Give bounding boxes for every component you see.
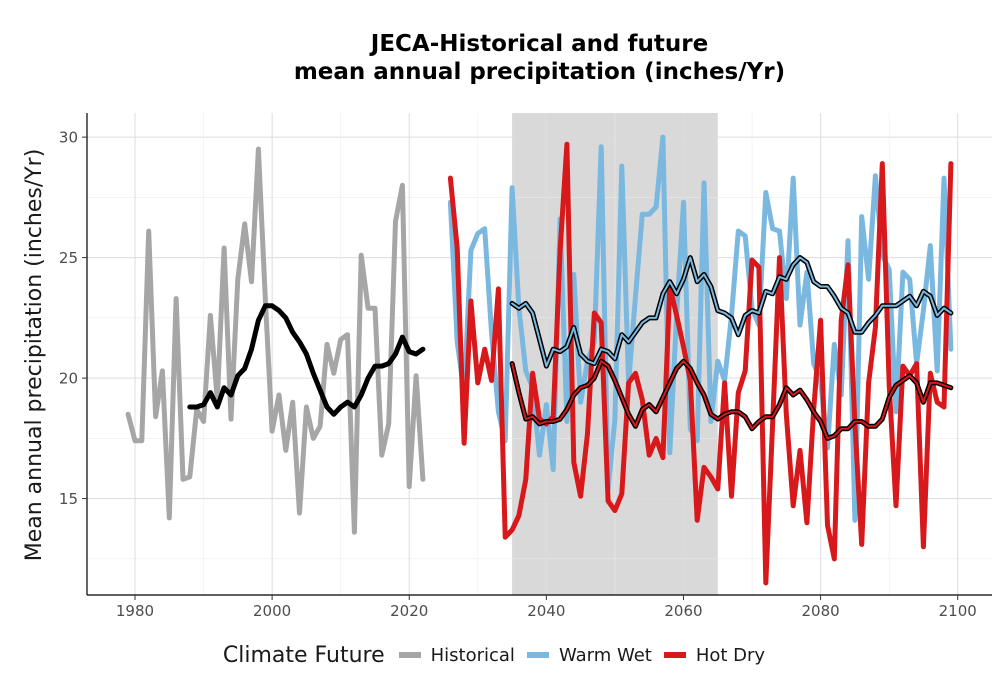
x-tick-label: 2000 (253, 602, 291, 620)
chart-title-line-1: JECA-Historical and future (370, 31, 709, 57)
legend-label-hot-dry: Hot Dry (695, 644, 766, 666)
series-warm-wet-smoothed (509, 255, 954, 369)
y-tick-label: 15 (59, 490, 78, 508)
legend-key-hot-dry (663, 652, 686, 658)
y-tick-label: 30 (59, 129, 78, 147)
series-line-warm-wet (447, 134, 954, 523)
series-historical-smoothed (187, 303, 426, 417)
legend-label-warm-wet: Warm Wet (558, 644, 652, 666)
legend: Climate Future Historical Warm Wet Hot D… (0, 640, 1000, 670)
smoothed-core (511, 256, 952, 368)
y-tick-label: 20 (59, 370, 78, 388)
legend-label-historical: Historical (430, 644, 515, 666)
x-tick-label: 2100 (939, 602, 977, 620)
y-axis-label: Mean annual precipitation (inches/Yr) (22, 149, 47, 562)
chart-title-line-2: mean annual precipitation (inches/Yr) (293, 59, 786, 85)
series-hot-dry-smoothed (509, 358, 954, 441)
legend-key-warm-wet (526, 652, 549, 658)
legend-item-historical: Historical (398, 644, 515, 666)
series-layer (125, 134, 954, 586)
tick-label-layer: 1980 2000 2020 2040 2060 2080 2100 15 20 25 30 (59, 129, 977, 620)
y-tick-label: 25 (59, 249, 78, 267)
smoothed-outline (187, 303, 426, 417)
x-tick-label: 2020 (390, 602, 428, 620)
legend-item-warm-wet: Warm Wet (526, 644, 652, 666)
smoothed-core (511, 360, 952, 440)
legend-item-hot-dry: Hot Dry (663, 644, 766, 666)
x-tick-label: 2040 (527, 602, 565, 620)
legend-key-historical (398, 652, 421, 658)
legend-title: Climate Future (222, 642, 385, 668)
x-tick-label: 2060 (664, 602, 702, 620)
series-line-historical (125, 146, 426, 535)
x-tick-label: 2080 (802, 602, 840, 620)
chart-title: JECA-Historical and future mean annual p… (87, 30, 992, 86)
axis-layer (82, 113, 992, 600)
series-line-hot-dry (447, 141, 954, 586)
x-tick-label: 1980 (116, 602, 154, 620)
